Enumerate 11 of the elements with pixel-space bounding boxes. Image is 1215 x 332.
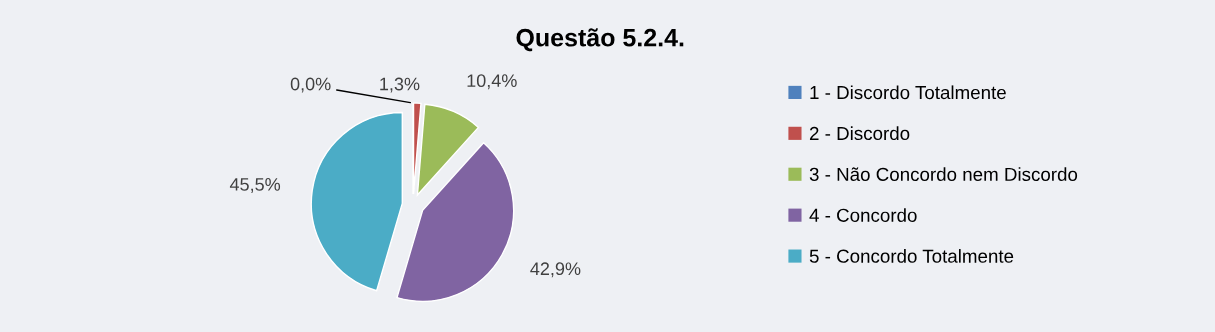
data-label: 1,3% (380, 77, 420, 93)
data-label: 45,5% (229, 178, 281, 193)
data-label: 42,9% (530, 262, 581, 278)
chart-title: Questão 5.2.4. (516, 28, 684, 52)
legend-label: 2 - Discordo (809, 126, 910, 141)
legend-label: 3 - Não Concordo nem Discordo (809, 167, 1078, 181)
text: 0,0% (290, 77, 331, 93)
legend-label: 5 - Concordo Totalmente (809, 249, 1014, 263)
legend-label: 4 - Concordo (809, 208, 917, 222)
data-label: 10,4% (467, 74, 517, 90)
legend-label: 1 - Discordo Totalmente (810, 85, 1006, 100)
